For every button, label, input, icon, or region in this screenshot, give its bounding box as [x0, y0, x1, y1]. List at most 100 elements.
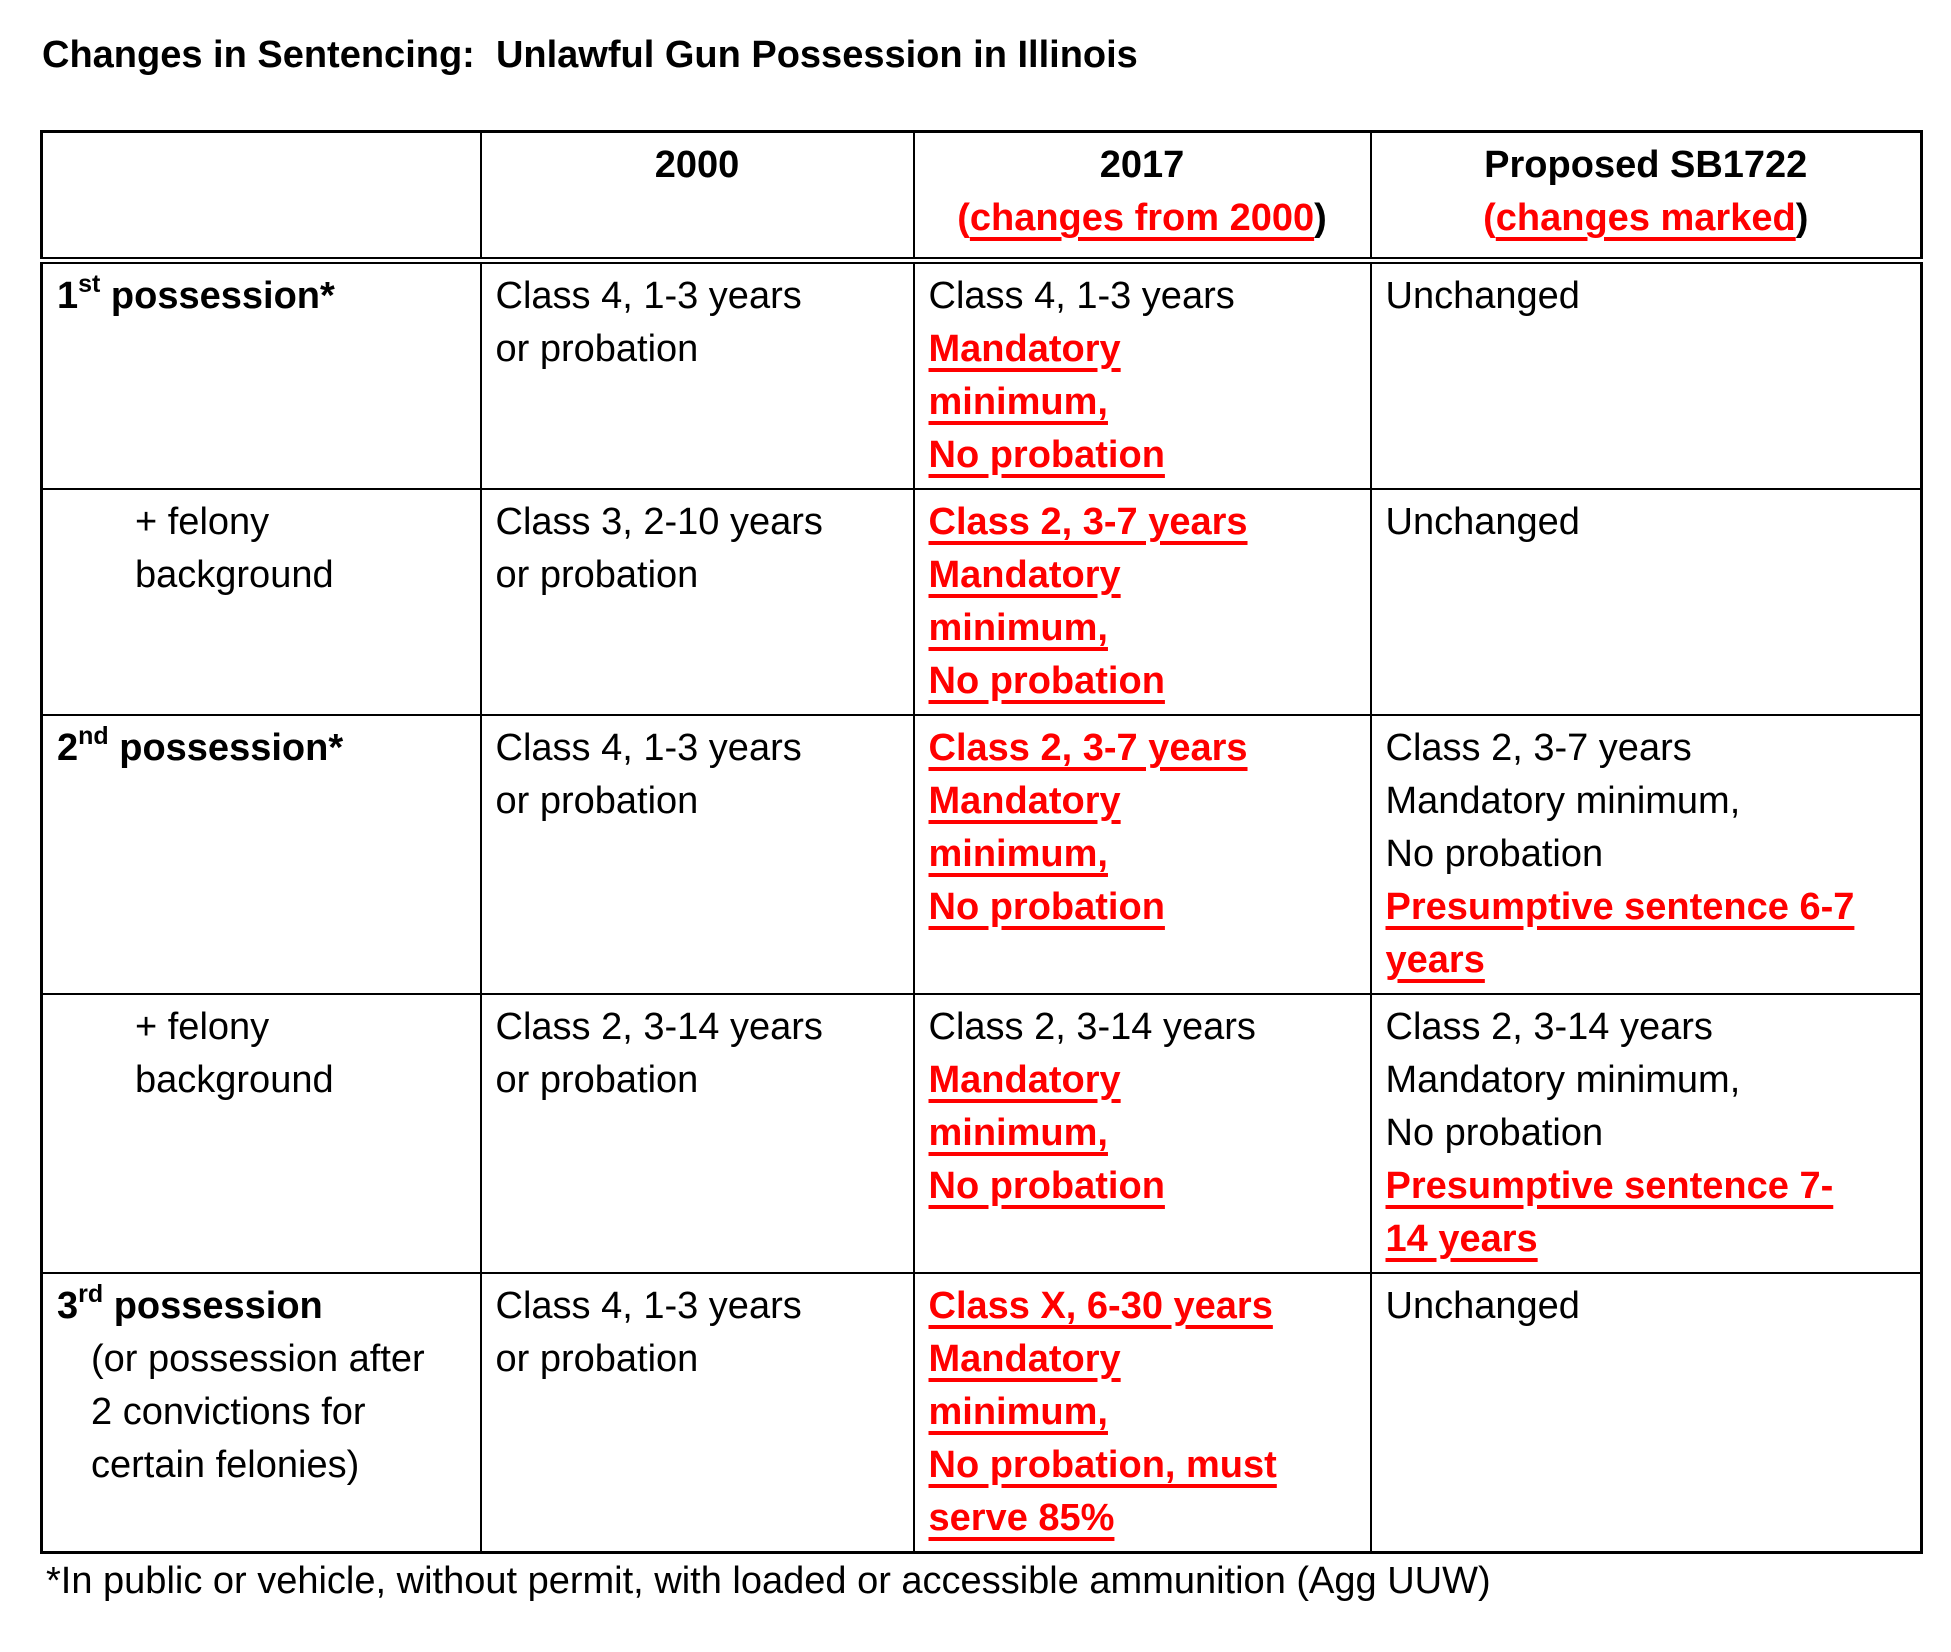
text-line: Class 4, 1-3 years — [495, 1285, 802, 1327]
row-label-text: background — [135, 1059, 334, 1101]
text-line: Mandatory minimum, — [1385, 1059, 1741, 1101]
cell-sb1722: Unchanged — [1369, 488, 1923, 716]
text-line: Unchanged — [1385, 501, 1580, 543]
cell-sb1722: Unchanged — [1369, 259, 1923, 490]
header-text: 2017 — [1099, 144, 1185, 186]
row-label: 3rd possession (or possession after 2 co… — [40, 1272, 482, 1554]
label-rest: possession — [103, 1285, 323, 1327]
text-line: or probation — [495, 328, 699, 370]
open-paren: ( — [957, 197, 970, 239]
header-row: 2000 2017 (changes from 2000) Proposed S… — [40, 130, 1923, 264]
cell-sb1722: Unchanged — [1369, 1272, 1923, 1554]
row-label: 1st possession* — [40, 259, 482, 490]
text-line: No probation — [1385, 833, 1604, 875]
cell-2000: Class 4, 1-3 years or probation — [479, 714, 915, 995]
cell-2017: Class 2, 3-14 years Mandatory minimum, N… — [912, 993, 1372, 1274]
table-row-2nd-felony-background: + felony background Class 2, 3-14 years … — [40, 993, 1923, 1274]
cell-2000: Class 4, 1-3 years or probation — [479, 1272, 915, 1554]
row-label-text: 3rd possession — [57, 1280, 466, 1333]
row-label: + felony background — [40, 993, 482, 1274]
text-line-changed: 14 years — [1385, 1218, 1538, 1260]
text-line: Class 2, 3-14 years — [495, 1006, 823, 1048]
header-change-note: changes marked — [1495, 197, 1796, 239]
header-cell-empty — [40, 130, 482, 264]
text-line-changed: Presumptive sentence 6-7 — [1385, 886, 1855, 928]
text-line-changed: No probation, must — [928, 1444, 1277, 1486]
text-line-changed: Mandatory — [928, 554, 1121, 596]
header-cell-sb1722: Proposed SB1722 (changes marked) — [1369, 130, 1923, 264]
text-line: Unchanged — [1385, 1285, 1580, 1327]
close-paren: ) — [1314, 197, 1327, 239]
text-line: Class 2, 3-14 years — [1385, 1006, 1713, 1048]
table-row-1st-possession: 1st possession* Class 4, 1-3 years or pr… — [40, 259, 1923, 490]
table-row-3rd-possession: 3rd possession (or possession after 2 co… — [40, 1272, 1923, 1554]
text-line: Class 4, 1-3 years — [495, 727, 802, 769]
text-line: Mandatory minimum, — [1385, 780, 1741, 822]
table-row-2nd-possession: 2nd possession* Class 4, 1-3 years or pr… — [40, 714, 1923, 995]
text-line: Unchanged — [1385, 275, 1580, 317]
text-line: Class 4, 1-3 years — [495, 275, 802, 317]
text-line: No probation — [1385, 1112, 1604, 1154]
text-line-changed: No probation — [928, 434, 1165, 476]
text-line-changed: serve 85% — [928, 1497, 1115, 1539]
text-line-changed: Mandatory — [928, 328, 1121, 370]
text-line-changed: Mandatory — [928, 780, 1121, 822]
cell-2017: Class 2, 3-7 years Mandatory minimum, No… — [912, 714, 1372, 995]
text-line-changed: No probation — [928, 660, 1165, 702]
text-line-changed: Class 2, 3-7 years — [928, 501, 1248, 543]
row-label-text: background — [135, 554, 334, 596]
text-line-changed: Presumptive sentence 7- — [1385, 1165, 1834, 1207]
footnote: *In public or vehicle, without permit, w… — [46, 1560, 1491, 1602]
text-line: or probation — [495, 554, 699, 596]
text-line: Class 4, 1-3 years — [928, 275, 1235, 317]
text-line: or probation — [495, 780, 699, 822]
row-label: 2nd possession* — [40, 714, 482, 995]
header-text: Proposed SB1722 — [1484, 144, 1808, 186]
text-line-changed: minimum, — [928, 1391, 1108, 1433]
text-line: or probation — [495, 1059, 699, 1101]
row-label: + felony background — [40, 488, 482, 716]
text-line-changed: No probation — [928, 1165, 1165, 1207]
row-label-subtext: 2 convictions for — [91, 1391, 366, 1433]
row-label-subtext: certain felonies) — [91, 1444, 360, 1486]
page-title: Changes in Sentencing: Unlawful Gun Poss… — [42, 34, 1138, 76]
open-paren: ( — [1483, 197, 1496, 239]
row-label-text: + felony — [135, 501, 270, 543]
ordinal-suffix: st — [78, 270, 101, 298]
label-rest: possession* — [108, 727, 344, 769]
table-row-1st-felony-background: + felony background Class 3, 2-10 years … — [40, 488, 1923, 716]
text-line-changed: Class X, 6-30 years — [928, 1285, 1273, 1327]
header-subtext: (changes marked) — [1386, 192, 1907, 245]
text-line-changed: minimum, — [928, 381, 1108, 423]
text-line-changed: Class 2, 3-7 years — [928, 727, 1248, 769]
text-line-changed: minimum, — [928, 833, 1108, 875]
cell-2000: Class 2, 3-14 years or probation — [479, 993, 915, 1274]
header-cell-2000: 2000 — [479, 130, 915, 264]
text-line: Class 2, 3-14 years — [928, 1006, 1256, 1048]
text-line: Class 2, 3-7 years — [1385, 727, 1692, 769]
ordinal-number: 1 — [57, 275, 79, 317]
header-subtext: (changes from 2000) — [929, 192, 1356, 245]
ordinal-number: 3 — [57, 1285, 79, 1327]
ordinal-suffix: nd — [78, 722, 109, 750]
text-line-changed: minimum, — [928, 607, 1108, 649]
text-line: Class 3, 2-10 years — [495, 501, 823, 543]
row-label-subtext: (or possession after — [91, 1338, 425, 1380]
cell-2017: Class X, 6-30 years Mandatory minimum, N… — [912, 1272, 1372, 1554]
label-rest: possession* — [100, 275, 335, 317]
text-line: or probation — [495, 1338, 699, 1380]
cell-sb1722: Class 2, 3-7 years Mandatory minimum, No… — [1369, 714, 1923, 995]
close-paren: ) — [1795, 197, 1809, 239]
header-change-note: changes from 2000 — [969, 197, 1315, 239]
cell-2017: Class 4, 1-3 years Mandatory minimum, No… — [912, 259, 1372, 490]
text-line-changed: minimum, — [928, 1112, 1108, 1154]
sentencing-table: 2000 2017 (changes from 2000) Proposed S… — [40, 130, 1923, 1554]
cell-sb1722: Class 2, 3-14 years Mandatory minimum, N… — [1369, 993, 1923, 1274]
text-line-changed: No probation — [928, 886, 1165, 928]
row-label-text: 1st possession* — [57, 270, 466, 323]
header-cell-2017: 2017 (changes from 2000) — [912, 130, 1372, 264]
cell-2000: Class 3, 2-10 years or probation — [479, 488, 915, 716]
row-label-text: + felony — [135, 1006, 270, 1048]
cell-2000: Class 4, 1-3 years or probation — [479, 259, 915, 490]
